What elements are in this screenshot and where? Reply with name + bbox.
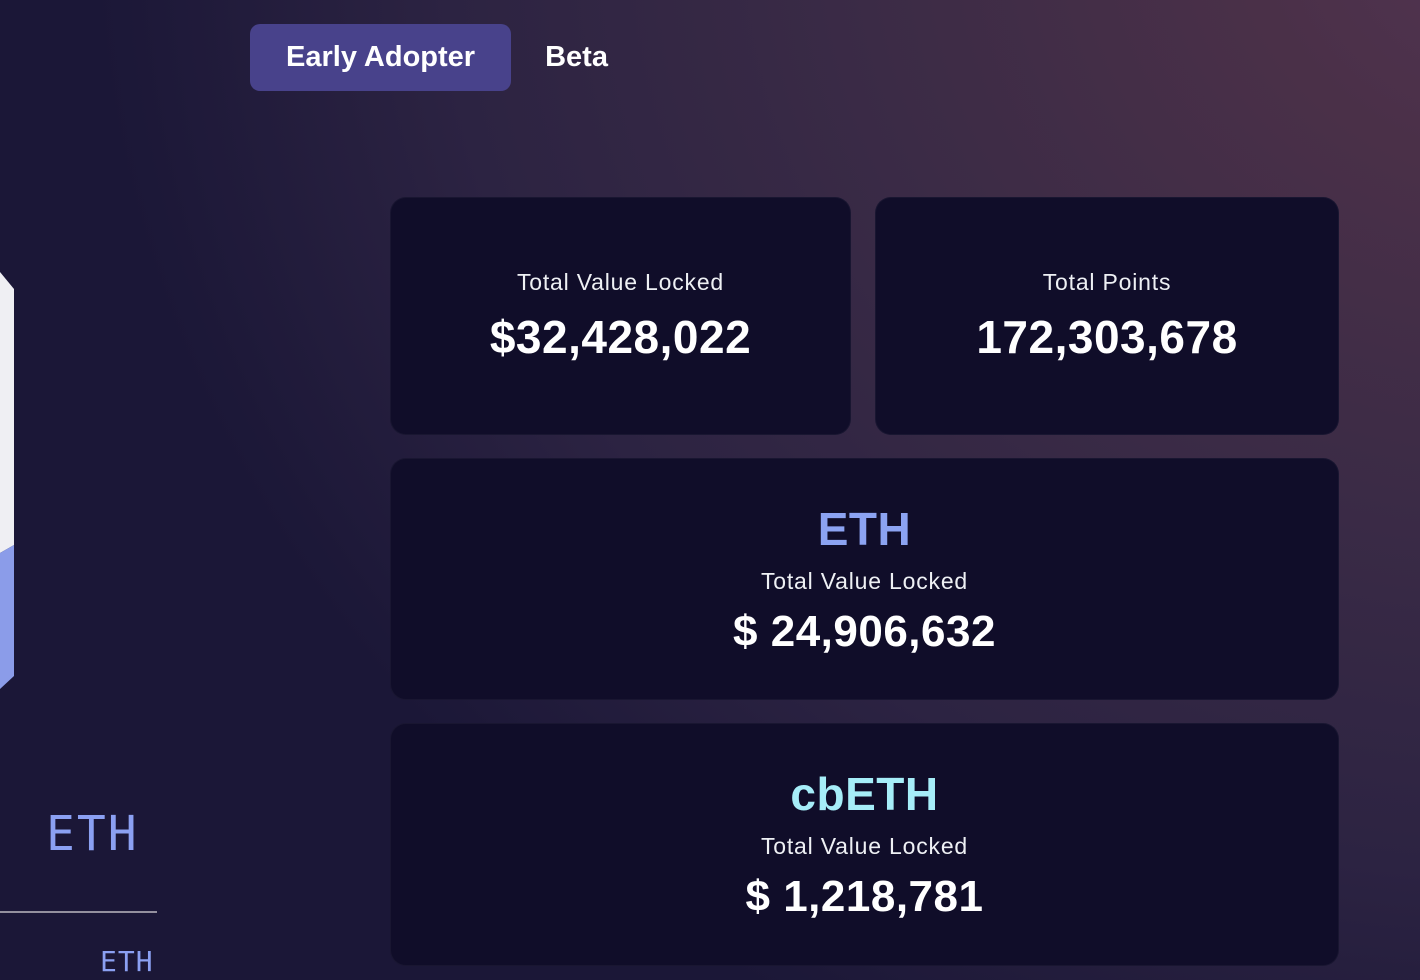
tab-early-adopter[interactable]: Early Adopter <box>250 24 512 91</box>
cbeth-symbol: cbETH <box>790 768 939 820</box>
bar-3d-top-segment <box>0 272 14 553</box>
card-total-value-locked: Total Value Locked $32,428,022 <box>390 197 851 435</box>
chart-tick-label-eth: ETH <box>100 945 154 978</box>
total-points-value: 172,303,678 <box>976 310 1238 363</box>
tab-bar: Early Adopter Beta <box>250 24 608 91</box>
chart-axis-label-eth: ETH <box>46 806 139 862</box>
bar-3d-fragment <box>0 272 14 689</box>
cbeth-tvl-value: $ 1,218,781 <box>745 872 984 921</box>
eth-tvl-value: $ 24,906,632 <box>733 606 996 656</box>
eth-symbol: ETH <box>817 502 912 555</box>
eth-tvl-label: Total Value Locked <box>760 567 969 594</box>
total-value-locked-value: $32,428,022 <box>489 310 752 363</box>
chart-axis-line <box>0 911 157 913</box>
card-cbeth: cbETH Total Value Locked $ 1,218,781 <box>390 723 1339 966</box>
card-eth: ETH Total Value Locked $ 24,906,632 <box>390 458 1339 700</box>
total-value-locked-label: Total Value Locked <box>516 268 725 295</box>
bar-3d-bottom-segment <box>0 545 14 689</box>
total-points-label: Total Points <box>1042 268 1172 295</box>
cbeth-tvl-label: Total Value Locked <box>760 833 969 859</box>
tab-beta[interactable]: Beta <box>545 41 608 73</box>
card-total-points: Total Points 172,303,678 <box>875 197 1339 435</box>
